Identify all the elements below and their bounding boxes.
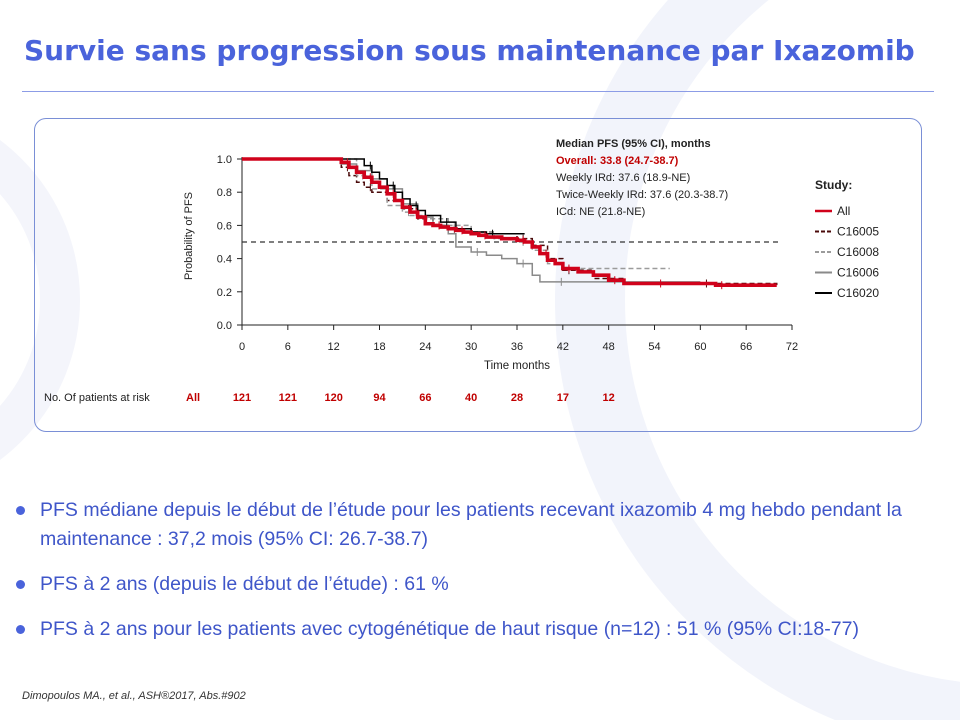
bullet-text: PFS médiane depuis le début de l’étude p… [40,499,902,550]
bullet-icon [16,580,25,589]
at-risk-row: 121 121 120 94 66 40 28 17 12 [233,392,615,404]
bullet-list: PFS médiane depuis le début de l’étude p… [14,496,954,660]
at-risk-count: 121 [233,392,251,404]
at-risk-count: 12 [603,392,615,404]
y-tick-label: 0.2 [217,287,232,299]
legend-label: C16008 [837,245,879,259]
x-tick-label: 72 [786,341,798,353]
at-risk-count: 40 [465,392,477,404]
x-tick-label: 30 [465,341,477,353]
x-tick-label: 36 [511,341,523,353]
x-tick-label: 18 [373,341,385,353]
chart-curves [242,157,778,290]
y-tick-label: 1.0 [217,154,232,166]
at-risk-count: 17 [557,392,569,404]
legend-label: C16020 [837,286,879,300]
x-tick-label: 42 [557,341,569,353]
at-risk-count: 94 [373,392,386,404]
legend-title: Study: [815,178,852,192]
x-tick-label: 66 [740,341,752,353]
y-axis-label: Probability of PFS [183,192,195,280]
at-risk-count: 66 [419,392,431,404]
km-curve-c16020 [242,158,525,235]
y-tick-label: 0.6 [217,220,232,232]
bullet-icon [16,625,25,634]
km-curve-all [242,157,777,287]
y-tick-label: 0.4 [217,254,232,266]
bullet-item: PFS médiane depuis le début de l’étude p… [14,496,954,554]
x-tick-label: 48 [603,341,615,353]
x-tick-label: 12 [328,341,340,353]
at-risk-count: 28 [511,392,523,404]
title-divider [22,91,934,92]
x-tick-label: 60 [694,341,706,353]
x-tick-label: 6 [285,341,291,353]
bullet-item: PFS à 2 ans pour les patients avec cytog… [14,615,954,644]
bullet-icon [16,506,25,515]
chart-axes: 0 6 12 18 24 30 36 42 48 54 60 66 72 0.0 0.2 0.4 0.6 0.8 1… [217,154,798,353]
median-weekly: Weekly IRd: 37.6 (18.9-NE) [556,172,690,184]
km-curve-c16005 [242,158,778,286]
legend-label: All [837,204,850,218]
at-risk-label: No. Of patients at risk [44,392,150,404]
y-tick-label: 0.8 [217,187,232,199]
median-box-heading: Median PFS (95% CI), months [556,138,711,150]
x-tick-label: 54 [648,341,660,353]
median-icd: ICd: NE (21.8-NE) [556,206,645,218]
bullet-text: PFS à 2 ans pour les patients avec cytog… [40,618,859,640]
x-tick-label: 0 [239,341,245,353]
at-risk-group: All [186,392,200,404]
legend-label: C16005 [837,225,879,239]
median-twice-weekly: Twice-Weekly IRd: 37.6 (20.3-38.7) [556,189,728,201]
at-risk-count: 120 [324,392,342,404]
citation-footnote: Dimopoulos MA., et al., ASH®2017, Abs.#9… [22,690,246,702]
legend-label: C16006 [837,266,879,280]
chart-panel [34,118,922,432]
x-tick-label: 24 [419,341,431,353]
km-curve-c16006 [242,158,701,283]
median-overall: Overall: 33.8 (24.7-38.7) [556,155,679,167]
slide-title: Survie sans progression sous maintenance… [24,34,915,67]
chart-legend: All C16005 C16008 C16006 C16020 [815,204,879,300]
bullet-item: PFS à 2 ans (depuis le début de l’étude)… [14,570,954,599]
y-tick-label: 0.0 [217,320,232,332]
x-axis-label: Time months [484,360,550,372]
bullet-text: PFS à 2 ans (depuis le début de l’étude)… [40,573,449,595]
at-risk-count: 121 [279,392,297,404]
